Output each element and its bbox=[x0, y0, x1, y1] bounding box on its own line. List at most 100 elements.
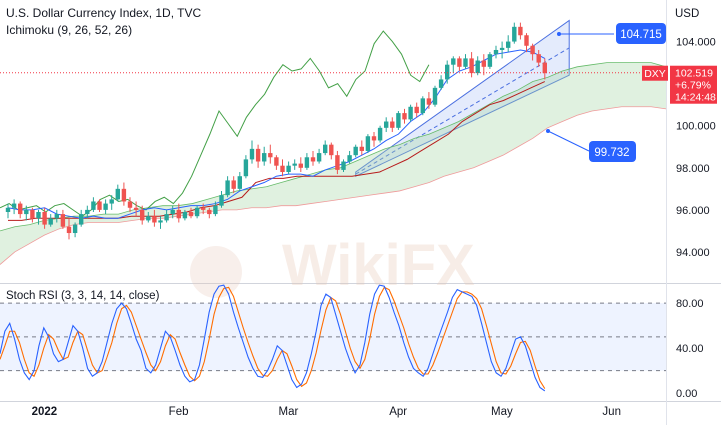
candle[interactable] bbox=[384, 117, 389, 133]
candle[interactable] bbox=[512, 22, 517, 44]
candle[interactable] bbox=[530, 43, 535, 61]
candle[interactable] bbox=[182, 209, 188, 221]
candle[interactable] bbox=[542, 58, 547, 80]
candle[interactable] bbox=[347, 150, 352, 164]
candle[interactable] bbox=[127, 197, 133, 212]
candle[interactable] bbox=[152, 209, 157, 227]
candle[interactable] bbox=[237, 172, 242, 191]
candle[interactable] bbox=[5, 203, 11, 219]
candle[interactable] bbox=[377, 125, 383, 143]
candle[interactable] bbox=[194, 205, 200, 219]
candle[interactable] bbox=[365, 134, 371, 154]
regression-channel[interactable] bbox=[355, 19, 570, 178]
candle[interactable] bbox=[72, 222, 78, 238]
candle[interactable] bbox=[66, 218, 72, 240]
candle-body bbox=[396, 113, 401, 128]
candle[interactable] bbox=[341, 159, 346, 173]
candle[interactable] bbox=[426, 92, 432, 109]
candle[interactable] bbox=[329, 142, 334, 160]
stoch-d-line bbox=[0, 286, 546, 389]
candle[interactable] bbox=[219, 190, 224, 208]
candle[interactable] bbox=[36, 209, 41, 225]
candle[interactable] bbox=[249, 140, 255, 164]
watermark-logo bbox=[190, 246, 242, 298]
candle[interactable] bbox=[231, 176, 236, 194]
candle[interactable] bbox=[359, 140, 364, 156]
candle[interactable] bbox=[396, 110, 401, 130]
candle[interactable] bbox=[91, 197, 96, 212]
upper-callout[interactable]: 104.715 bbox=[616, 23, 666, 44]
candle[interactable] bbox=[97, 199, 102, 212]
candle-body bbox=[469, 58, 474, 74]
candle[interactable] bbox=[536, 49, 541, 67]
candle[interactable] bbox=[207, 207, 212, 219]
candle[interactable] bbox=[506, 35, 511, 53]
candle[interactable] bbox=[42, 207, 47, 229]
candle-body bbox=[274, 157, 279, 166]
candle[interactable] bbox=[304, 153, 310, 170]
candle[interactable] bbox=[60, 209, 66, 229]
candle[interactable] bbox=[493, 45, 499, 59]
candle[interactable] bbox=[262, 146, 267, 166]
candle[interactable] bbox=[280, 159, 285, 177]
candle[interactable] bbox=[390, 117, 395, 133]
candle[interactable] bbox=[243, 155, 249, 179]
candle[interactable] bbox=[371, 132, 377, 147]
candle[interactable] bbox=[438, 75, 444, 90]
candle[interactable] bbox=[420, 96, 425, 116]
candle[interactable] bbox=[402, 108, 407, 124]
candle[interactable] bbox=[176, 203, 181, 223]
candle[interactable] bbox=[24, 205, 29, 221]
candle[interactable] bbox=[335, 150, 340, 175]
candle[interactable] bbox=[79, 209, 84, 227]
candle[interactable] bbox=[48, 214, 53, 227]
candle[interactable] bbox=[255, 144, 261, 168]
candle[interactable] bbox=[463, 54, 468, 69]
candle[interactable] bbox=[457, 56, 462, 72]
candle[interactable] bbox=[133, 201, 139, 217]
candle[interactable] bbox=[499, 41, 505, 59]
candle[interactable] bbox=[85, 205, 90, 219]
candle[interactable] bbox=[164, 209, 169, 223]
candle[interactable] bbox=[310, 150, 316, 166]
candle[interactable] bbox=[170, 205, 175, 219]
candle[interactable] bbox=[268, 144, 273, 164]
candle[interactable] bbox=[292, 159, 297, 170]
candle[interactable] bbox=[298, 157, 303, 173]
candle[interactable] bbox=[146, 211, 151, 223]
candle[interactable] bbox=[54, 209, 59, 223]
candle[interactable] bbox=[286, 161, 291, 175]
candle[interactable] bbox=[225, 176, 230, 198]
candle[interactable] bbox=[524, 33, 529, 53]
candle[interactable] bbox=[11, 199, 17, 215]
candle[interactable] bbox=[408, 104, 413, 122]
candle[interactable] bbox=[140, 205, 145, 225]
candle[interactable] bbox=[121, 182, 127, 206]
candle[interactable] bbox=[188, 207, 194, 219]
candle[interactable] bbox=[201, 203, 206, 215]
candle[interactable] bbox=[475, 56, 480, 76]
candle[interactable] bbox=[518, 22, 523, 40]
candle[interactable] bbox=[487, 52, 493, 69]
candle[interactable] bbox=[323, 140, 328, 156]
stoch-rsi-pane[interactable]: 80.00 40.00 0.00 bbox=[0, 284, 704, 400]
candle[interactable] bbox=[414, 102, 419, 118]
candle[interactable] bbox=[445, 60, 450, 84]
candle[interactable] bbox=[274, 155, 279, 170]
candle[interactable] bbox=[109, 195, 114, 210]
candle-body bbox=[304, 157, 310, 168]
lower-callout[interactable]: 99.732 bbox=[589, 141, 636, 162]
candle[interactable] bbox=[30, 207, 35, 223]
candle[interactable] bbox=[115, 184, 120, 202]
candle[interactable] bbox=[451, 56, 456, 74]
candle[interactable] bbox=[432, 85, 438, 107]
candle[interactable] bbox=[103, 199, 108, 215]
candle[interactable] bbox=[18, 201, 23, 219]
candle[interactable] bbox=[158, 216, 163, 229]
candle[interactable] bbox=[353, 144, 358, 158]
candle[interactable] bbox=[481, 54, 486, 76]
candle[interactable] bbox=[213, 201, 218, 217]
candle[interactable] bbox=[316, 148, 322, 164]
